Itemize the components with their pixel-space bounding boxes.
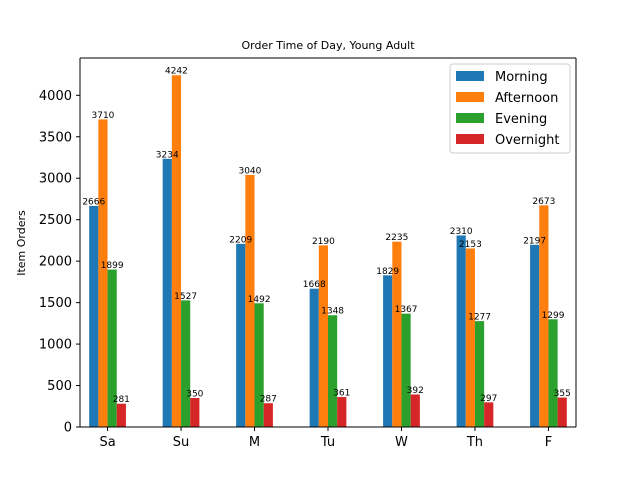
x-tick-label: Su: [173, 435, 190, 450]
bar-afternoon-w: [392, 241, 402, 427]
bar-overnight-tu: [337, 397, 347, 427]
x-tick-label: Th: [466, 435, 483, 450]
data-label: 2190: [312, 237, 335, 247]
data-label: 392: [407, 386, 424, 396]
bar-overnight-w: [410, 394, 420, 427]
data-label: 361: [333, 389, 350, 399]
bar-evening-th: [474, 321, 485, 427]
data-label: 1367: [395, 305, 418, 315]
y-tick-label: 4000: [39, 89, 72, 104]
chart-title: Order Time of Day, Young Adult: [241, 39, 415, 52]
axes-layer: 0 500 1000 1500 2000 2500 3000 3500 4000 Sa Su M Tu W…: [39, 57, 577, 450]
data-label: 3710: [92, 111, 115, 121]
bar-overnight-m: [263, 403, 273, 427]
legend-box: [449, 63, 571, 154]
legend-swatch-morning: [456, 71, 484, 81]
bar-morning-sa: [89, 205, 99, 427]
data-labels-layer: 2666 3234 2209 1668 1829 2310 2197 3710 4242 3040…: [82, 67, 570, 405]
bar-afternoon-f: [539, 205, 549, 427]
data-label: 287: [260, 395, 277, 405]
data-label: 3040: [238, 166, 261, 176]
legend-label-afternoon: Afternoon: [495, 91, 558, 106]
bar-overnight-th: [484, 402, 494, 427]
legend-swatch-evening: [456, 113, 484, 123]
legend-label-morning: Morning: [495, 70, 548, 85]
data-label: 2197: [523, 236, 546, 246]
data-label: 1668: [303, 280, 326, 290]
data-label: 355: [554, 389, 571, 399]
bar-morning-w: [383, 275, 393, 427]
data-label: 2666: [82, 197, 105, 207]
bars-layer: [89, 75, 567, 427]
y-tick-label: 500: [47, 379, 72, 394]
y-tick-label: 1500: [39, 296, 72, 311]
data-label: 2310: [450, 227, 473, 237]
bar-afternoon-sa: [98, 119, 108, 427]
bar-overnight-sa: [116, 403, 126, 427]
bar-afternoon-th: [465, 248, 475, 427]
legend-swatch-afternoon: [456, 92, 484, 102]
data-label: 1299: [542, 311, 565, 321]
data-label: 1277: [468, 313, 491, 323]
data-label: 2209: [229, 235, 252, 245]
data-label: 350: [186, 389, 203, 399]
bar-morning-th: [456, 235, 466, 427]
y-tick-label: 1000: [39, 338, 72, 353]
bar-morning-f: [530, 244, 540, 427]
bar-afternoon-tu: [318, 245, 328, 427]
y-tick-label: 3500: [39, 130, 72, 145]
legend-label-evening: Evening: [495, 112, 547, 127]
x-tick-label: M: [249, 435, 260, 450]
legend-swatch-overnight: [456, 134, 484, 144]
data-label: 297: [480, 394, 497, 404]
y-tick-label: 3000: [39, 172, 72, 187]
x-tick-label: Tu: [320, 435, 335, 450]
data-label: 1492: [248, 295, 271, 305]
x-tick-label: Sa: [99, 435, 115, 450]
bar-morning-tu: [309, 288, 319, 427]
bar-morning-su: [162, 158, 172, 427]
data-label: 2235: [385, 233, 408, 243]
bar-evening-m: [254, 303, 264, 427]
bar-evening-f: [548, 319, 558, 427]
bar-evening-w: [401, 313, 411, 427]
legend: Morning Afternoon Evening Overnight: [449, 63, 571, 154]
data-label: 281: [113, 395, 130, 405]
bar-evening-sa: [107, 269, 117, 427]
y-tick-label: 2500: [39, 213, 72, 228]
data-label: 3234: [156, 150, 179, 160]
x-tick-label: W: [395, 435, 408, 450]
bar-overnight-f: [557, 397, 567, 427]
bar-evening-su: [181, 300, 191, 427]
bar-morning-m: [236, 243, 246, 427]
x-tick-label: F: [545, 435, 552, 450]
data-label: 1899: [101, 261, 124, 271]
legend-label-overnight: Overnight: [495, 133, 559, 148]
bar-afternoon-su: [171, 75, 182, 427]
y-tick-label: 2000: [39, 255, 72, 270]
data-label: 1829: [376, 267, 399, 277]
bar-afternoon-m: [245, 174, 255, 427]
data-label: 2153: [459, 240, 482, 250]
bar-overnight-su: [190, 397, 200, 427]
y-axis-label: Item Orders: [15, 210, 28, 276]
bar-evening-tu: [328, 315, 338, 427]
data-label: 1527: [174, 292, 197, 302]
data-label: 4242: [165, 67, 188, 77]
data-label: 2673: [532, 197, 555, 207]
y-tick-label: 0: [64, 421, 72, 436]
data-label: 1348: [321, 307, 344, 317]
